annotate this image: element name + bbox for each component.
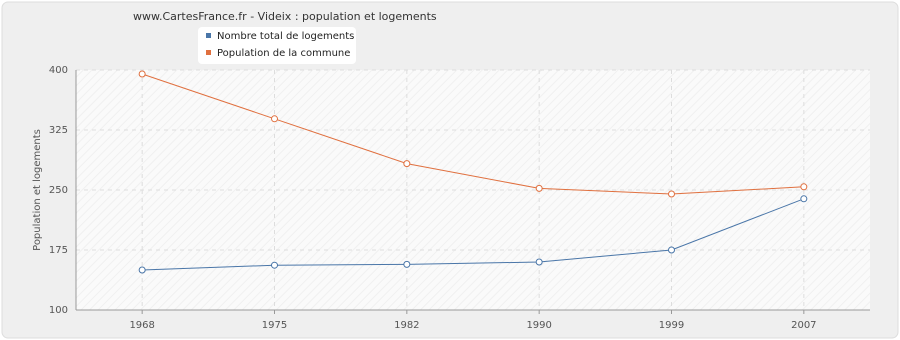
x-tick-label: 1975 <box>262 320 287 331</box>
x-tick-label: 2007 <box>791 320 816 331</box>
series-line <box>142 73 804 195</box>
x-tick-label: 1982 <box>394 320 419 331</box>
point <box>138 266 146 274</box>
point <box>403 260 411 268</box>
legend <box>198 27 356 64</box>
legend-swatch <box>206 33 211 38</box>
legend-swatch <box>206 50 211 55</box>
point <box>668 246 675 254</box>
legend-label: Nombre total de logements <box>217 31 354 42</box>
point <box>271 115 278 123</box>
legend-label: Population de la commune <box>217 48 350 59</box>
point <box>535 184 543 192</box>
chart-title: www.CartesFrance.fr - Videix : populatio… <box>133 10 437 23</box>
x-tick-label: 1999 <box>659 320 684 331</box>
y-tick-label: 400 <box>49 65 68 76</box>
point <box>535 258 543 266</box>
x-tick-label: 1990 <box>526 320 551 331</box>
point <box>800 195 808 203</box>
x-tick-label: 1968 <box>129 320 154 331</box>
point <box>271 261 278 269</box>
y-tick-label: 250 <box>49 185 68 196</box>
series-line <box>142 198 805 271</box>
point <box>800 183 808 191</box>
y-tick-label: 100 <box>49 305 68 316</box>
y-tick-label: 325 <box>49 125 68 136</box>
point <box>138 70 146 78</box>
point <box>403 160 411 168</box>
point <box>668 190 675 198</box>
y-tick-label: 175 <box>49 245 68 256</box>
y-axis-label: Population et logements <box>32 129 43 251</box>
